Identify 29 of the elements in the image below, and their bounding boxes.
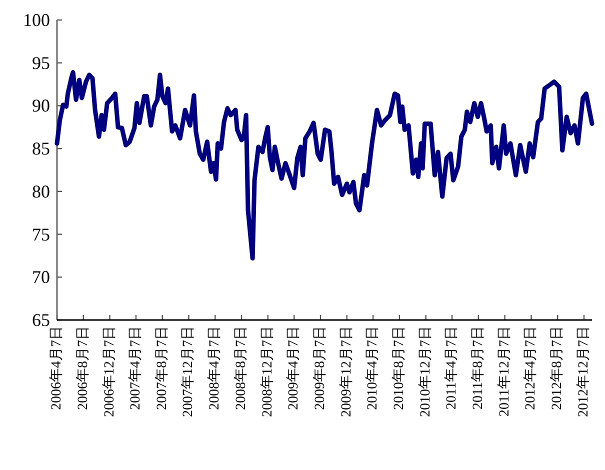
x-tick-label: 2006年4月7日 [48, 326, 64, 410]
x-tick-label: 2011年4月7日 [444, 326, 460, 410]
y-tick-label: 95 [32, 52, 50, 73]
y-tick-label: 100 [23, 10, 50, 30]
y-tick-label: 80 [32, 181, 50, 202]
x-tick-label: 2007年8月7日 [154, 326, 170, 410]
x-tick-label: 2012年8月7日 [549, 326, 566, 410]
y-tick-label: 65 [32, 310, 50, 330]
y-tick-label: 75 [32, 224, 50, 244]
x-tick-label: 2008年4月7日 [206, 326, 223, 410]
x-tick-label: 2011年12月7日 [496, 326, 512, 416]
x-tick-label: 2007年12月7日 [180, 326, 196, 417]
x-tick-label: 2009年4月7日 [286, 326, 302, 410]
x-tick-label: 2008年8月7日 [233, 326, 250, 410]
x-tick-label: 2006年12月7日 [101, 326, 118, 417]
x-tick-label: 2010年8月7日 [390, 326, 407, 410]
x-tick-label: 2009年8月7日 [312, 326, 328, 410]
y-tick-label: 70 [32, 267, 50, 288]
x-tick-label: 2010年12月7日 [417, 326, 434, 417]
x-tick-label: 2012年4月7日 [522, 326, 539, 410]
x-tick-label: 2006年8月7日 [74, 326, 91, 410]
x-tick-label: 2010年4月7日 [364, 326, 381, 410]
x-tick-label: 2008年12月7日 [259, 326, 276, 417]
y-tick-label: 85 [32, 138, 50, 159]
y-tick-label: 90 [32, 96, 50, 116]
x-tick-label: 2011年8月7日 [470, 326, 486, 410]
x-tick-label: 2007年4月7日 [127, 326, 144, 410]
x-tick-label: 2012年12月7日 [575, 326, 592, 417]
x-tick-label: 2009年12月7日 [338, 326, 354, 417]
